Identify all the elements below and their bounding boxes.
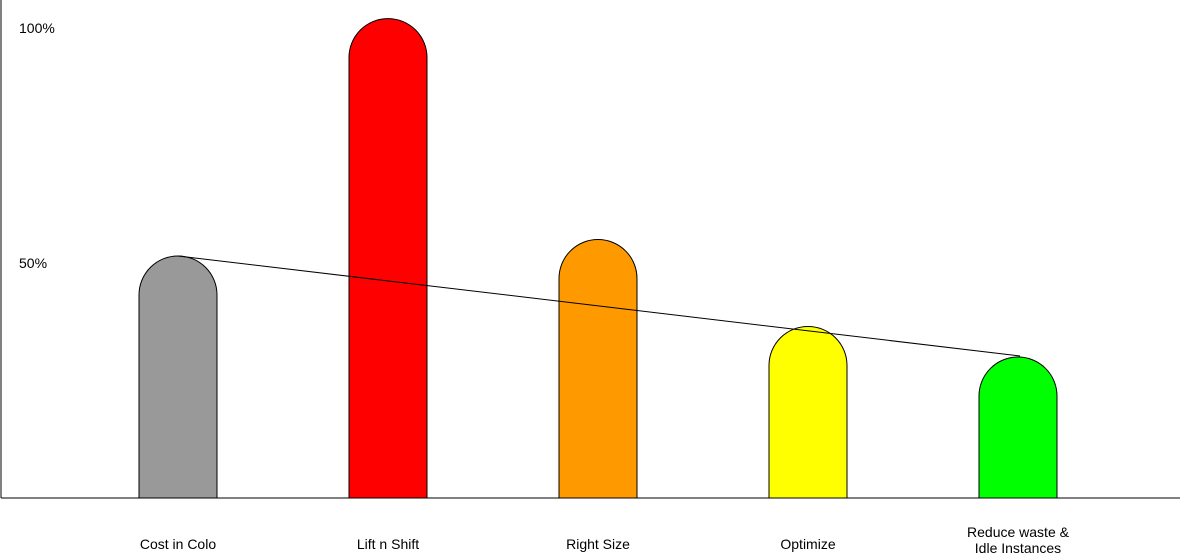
category-label-4-line-1: Idle Instances	[975, 540, 1061, 556]
bar-0	[138, 255, 218, 499]
bar-1	[348, 18, 428, 499]
trend-line	[177, 255, 1021, 357]
category-label-1: Lift n Shift	[357, 536, 419, 552]
category-label-4: Reduce waste & Idle Instances	[967, 524, 1070, 556]
bar-4	[978, 356, 1058, 499]
bar-3	[768, 325, 848, 499]
category-label-2-line-0: Right Size	[566, 536, 630, 552]
category-label-2: Right Size	[566, 536, 630, 552]
y-tick-label-0: 50%	[19, 255, 47, 271]
category-label-4-line-0: Reduce waste &	[967, 524, 1070, 540]
category-label-3: Optimize	[780, 536, 835, 552]
category-label-0: Cost in Colo	[140, 536, 216, 552]
y-tick-label-1: 100%	[19, 20, 55, 36]
category-labels: Cost in Colo Lift n Shift Right Size Optimi…	[140, 524, 1070, 556]
trend-layer	[177, 255, 1021, 357]
category-label-1-line-0: Lift n Shift	[357, 536, 419, 552]
y-tick-labels: 50% 100%	[19, 20, 55, 271]
bars-layer	[138, 18, 1058, 499]
category-label-0-line-0: Cost in Colo	[140, 536, 216, 552]
bar-2	[558, 239, 638, 499]
category-label-3-line-0: Optimize	[780, 536, 835, 552]
